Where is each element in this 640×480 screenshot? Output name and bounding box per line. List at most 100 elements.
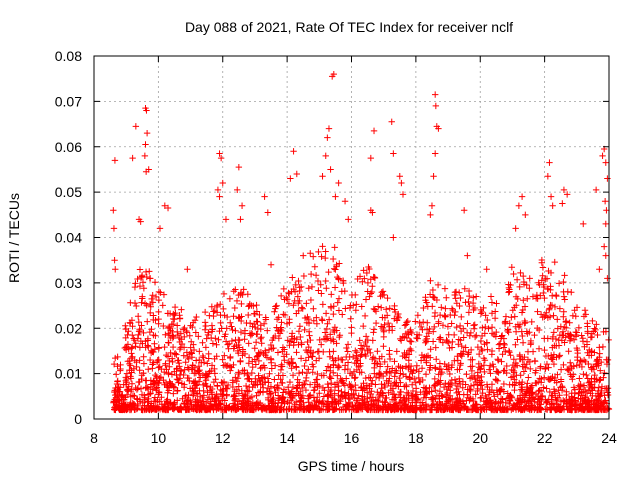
data-point [560, 361, 567, 369]
data-point-outlier [430, 173, 437, 180]
data-point [169, 315, 177, 323]
data-point [128, 350, 135, 357]
data-point [223, 385, 230, 392]
data-point [560, 293, 568, 300]
data-point [198, 404, 205, 411]
data-point [379, 288, 387, 295]
data-point [443, 338, 451, 345]
data-point [592, 326, 599, 334]
data-point [163, 384, 171, 391]
data-point-outlier [602, 252, 609, 259]
data-point [114, 353, 121, 361]
data-point [169, 343, 177, 351]
data-point [547, 269, 555, 277]
data-point [311, 263, 319, 270]
data-point [462, 344, 469, 351]
data-point [333, 261, 340, 269]
data-point [327, 303, 335, 310]
data-point [158, 394, 165, 401]
data-point [525, 405, 533, 413]
data-point [473, 401, 480, 408]
data-point [114, 386, 122, 393]
data-point [258, 375, 265, 382]
data-point [484, 346, 491, 353]
data-point [220, 305, 227, 313]
data-point [132, 280, 139, 287]
data-point [434, 400, 441, 408]
data-point [562, 318, 569, 326]
data-point [452, 288, 460, 296]
data-point [124, 331, 131, 339]
data-point [268, 365, 275, 372]
data-point [528, 318, 535, 326]
data-point [122, 394, 129, 401]
data-point [284, 398, 291, 406]
data-point [441, 285, 449, 292]
data-point [434, 281, 442, 289]
data-point [229, 400, 237, 407]
data-point [149, 292, 156, 299]
data-point [273, 324, 280, 331]
data-point [348, 291, 356, 299]
data-point [334, 299, 341, 306]
data-point [364, 288, 371, 295]
data-point [478, 373, 485, 381]
data-point [257, 335, 264, 342]
data-point [548, 396, 555, 403]
data-point [327, 367, 334, 375]
data-point [384, 319, 392, 327]
data-point [457, 327, 465, 335]
data-point [307, 296, 315, 304]
data-point [543, 360, 551, 368]
data-point [377, 304, 385, 311]
data-point [161, 343, 168, 351]
data-point [346, 381, 353, 388]
data-point [540, 374, 548, 381]
data-point [235, 383, 242, 390]
data-point [318, 341, 325, 348]
data-point [241, 366, 248, 374]
data-point [156, 377, 163, 384]
data-point-outlier [293, 170, 300, 178]
data-point [183, 329, 191, 336]
data-point [479, 347, 486, 354]
data-point [231, 304, 238, 312]
data-point [600, 328, 607, 336]
data-point [127, 299, 134, 306]
data-point [435, 336, 443, 343]
data-point [195, 368, 202, 375]
data-point [168, 371, 176, 378]
data-point [226, 295, 234, 302]
data-point [153, 358, 161, 366]
data-point [495, 369, 502, 376]
data-point [570, 363, 577, 370]
data-point [347, 302, 354, 309]
data-point [442, 391, 450, 398]
data-point-outlier [222, 216, 230, 223]
data-point [245, 360, 253, 367]
data-point [114, 402, 122, 410]
data-point [595, 392, 602, 400]
data-point-outlier [219, 179, 226, 187]
data-point [543, 275, 551, 282]
data-point [192, 357, 200, 364]
data-point-outlier [544, 173, 552, 180]
data-point [481, 357, 489, 364]
data-point [372, 360, 380, 367]
data-point [572, 398, 579, 405]
data-point-outlier [435, 125, 442, 132]
data-point [522, 391, 530, 399]
data-point [174, 376, 182, 384]
data-point [519, 339, 527, 346]
data-point [222, 331, 229, 338]
data-point [331, 324, 339, 331]
data-point [583, 371, 590, 379]
data-point [532, 295, 540, 302]
data-point [185, 365, 193, 373]
data-point [331, 284, 339, 291]
data-point [541, 294, 548, 302]
data-point [131, 356, 138, 364]
data-point [331, 406, 338, 413]
data-point [128, 344, 136, 351]
data-point [330, 310, 337, 318]
